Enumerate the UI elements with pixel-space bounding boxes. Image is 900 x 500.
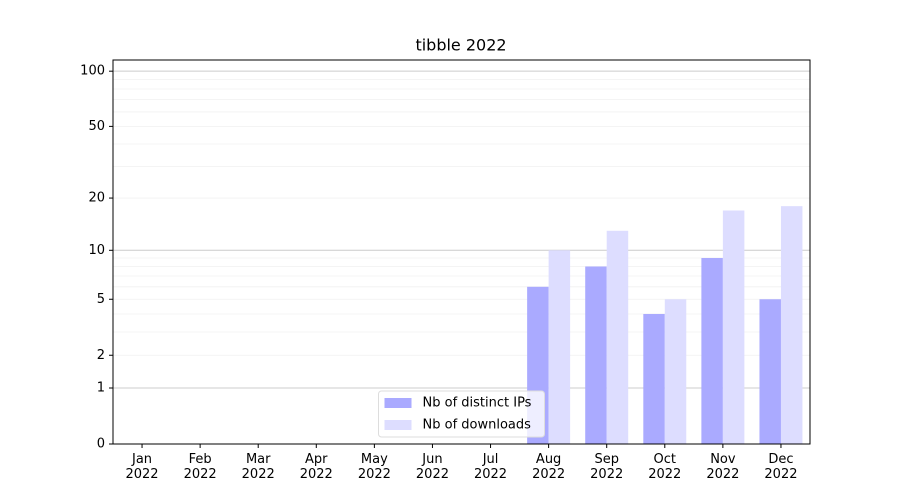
x-tick-label: Aug 2022	[532, 452, 566, 482]
legend-label: Nb of downloads	[423, 418, 532, 433]
x-tick-label: Dec 2022	[764, 452, 798, 482]
legend-swatch	[384, 420, 412, 430]
y-tick-label: 2	[97, 348, 105, 363]
y-tick-label: 0	[97, 437, 105, 452]
x-tick-label: Sep 2022	[590, 452, 624, 482]
x-tick-label: Feb 2022	[183, 452, 217, 482]
bar	[701, 257, 723, 444]
y-tick-label: 1	[97, 381, 105, 396]
y-tick-label: 5	[97, 292, 105, 307]
legend: Nb of distinct IPs Nb of downloads	[378, 390, 545, 438]
chart-title: tibble 2022	[415, 36, 506, 55]
bar	[780, 206, 803, 444]
bar	[643, 313, 665, 444]
legend-box	[378, 390, 545, 438]
bar	[606, 230, 629, 444]
bar	[759, 299, 781, 444]
x-tick-label: May 2022	[357, 452, 391, 482]
bar	[722, 210, 745, 444]
y-tick-label: 10	[88, 243, 105, 258]
x-tick-label: Nov 2022	[706, 452, 740, 482]
x-tick-label: Jul 2022	[473, 452, 508, 482]
legend-label: Nb of distinct IPs	[423, 396, 532, 411]
x-tick-label: Oct 2022	[648, 452, 682, 482]
y-tick-label: 50	[88, 119, 105, 134]
bar	[548, 250, 571, 444]
x-tick-label: Jan 2022	[125, 452, 159, 482]
bar	[664, 299, 687, 444]
x-tick-label: Apr 2022	[299, 452, 333, 482]
x-tick-label: Mar 2022	[241, 452, 275, 482]
plot-frame	[112, 59, 811, 445]
x-tick-label: Jun 2022	[415, 452, 449, 482]
bar	[585, 266, 607, 444]
y-tick-label: 100	[80, 64, 105, 79]
legend-swatch	[384, 398, 412, 408]
y-tick-label: 20	[88, 191, 105, 206]
